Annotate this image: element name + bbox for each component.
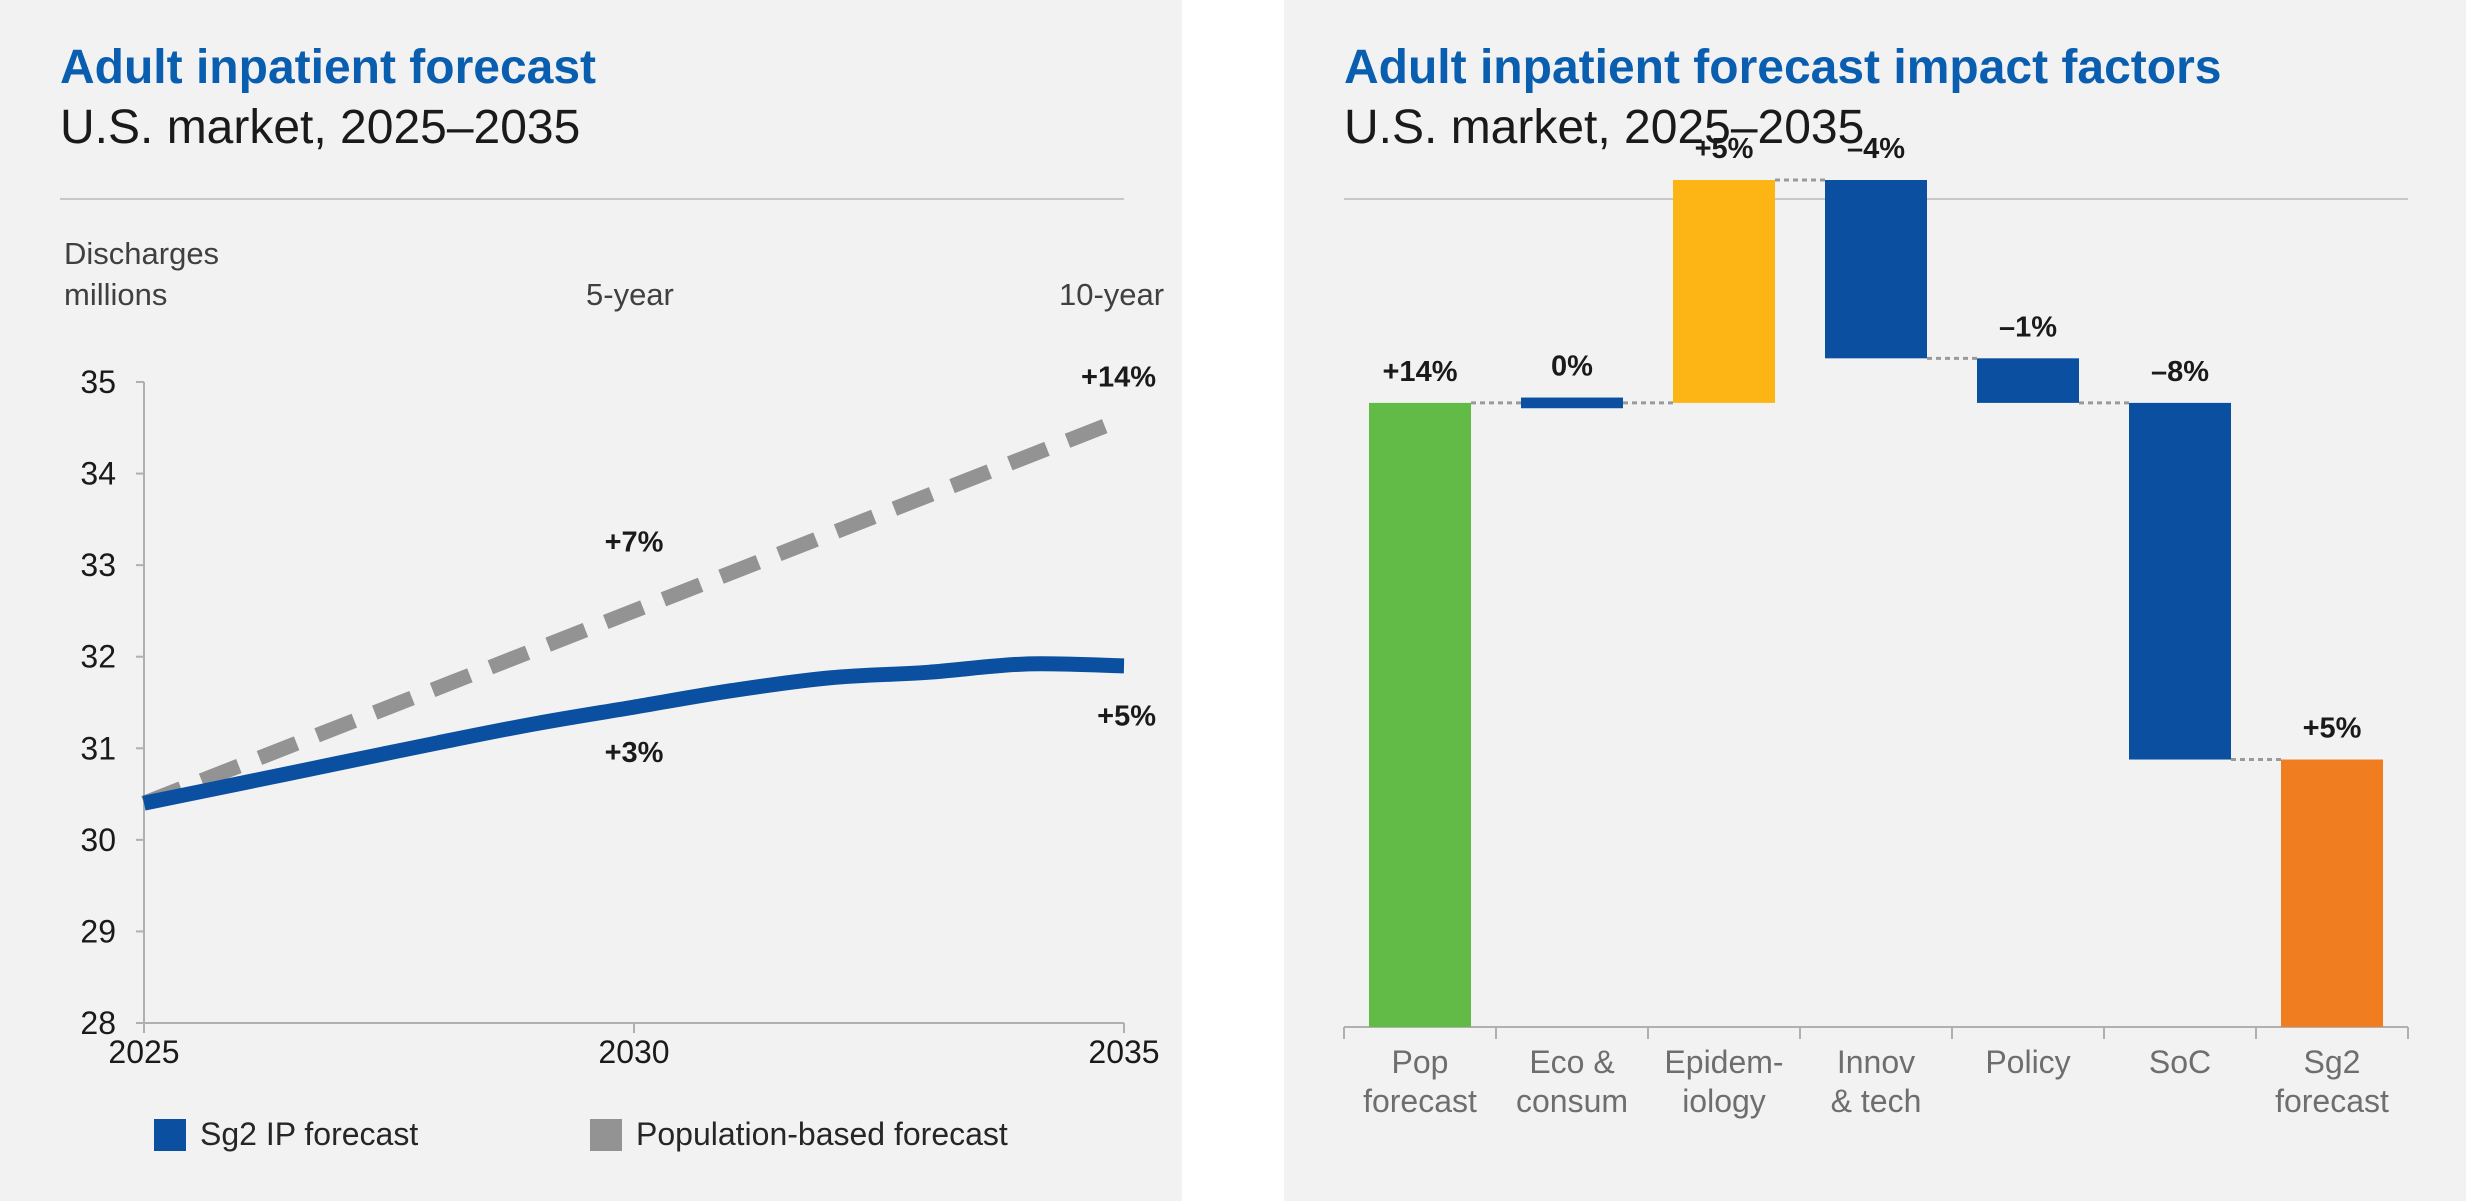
- horizon-10-year-label: 10-year: [1059, 277, 1165, 312]
- waterfall-value-label: –4%: [1847, 133, 1905, 165]
- legend-swatch-population: [590, 1118, 622, 1151]
- y-tick-label: 29: [80, 913, 116, 949]
- waterfall-category-label: Policy: [1985, 1044, 2070, 1080]
- waterfall-category-label: & tech: [1831, 1083, 1922, 1119]
- waterfall-category-label: forecast: [1363, 1083, 1477, 1119]
- y-tick-label: 35: [80, 364, 116, 400]
- waterfall-category-label: SoC: [2149, 1044, 2211, 1080]
- growth-annotation: +5%: [1097, 700, 1156, 732]
- left-divider: [60, 198, 1124, 200]
- x-tick-label: 2035: [1088, 1034, 1159, 1070]
- series-line-population-forecast: [141, 411, 1127, 811]
- y-axis-unit-line2: millions: [64, 277, 168, 312]
- waterfall-category-label: consum: [1516, 1083, 1628, 1119]
- x-tick-label: 2030: [598, 1034, 669, 1070]
- waterfall-category-label: Sg2: [2304, 1044, 2361, 1080]
- waterfall-category-label: Epidem-: [1664, 1044, 1783, 1080]
- waterfall-bar: [1673, 180, 1775, 403]
- waterfall-bar: [1521, 397, 1623, 409]
- legend-swatch-sg2: [154, 1118, 186, 1151]
- line-chart-subtitle: U.S. market, 2025–2035: [60, 101, 581, 154]
- x-tick-label: 2025: [108, 1034, 179, 1070]
- y-tick-label: 28: [80, 1005, 116, 1041]
- waterfall-bar: [2129, 402, 2231, 760]
- waterfall-value-label: –8%: [2151, 356, 2209, 388]
- waterfall-value-label: +5%: [1695, 133, 1754, 165]
- legend-label-population: Population-based forecast: [636, 1116, 1008, 1152]
- line-chart-title: Adult inpatient forecast: [60, 41, 597, 94]
- waterfall-category-label: Innov: [1837, 1044, 1915, 1080]
- waterfall-value-label: –1%: [1999, 311, 2057, 343]
- waterfall-value-label: +14%: [1383, 356, 1458, 388]
- y-axis-unit-line1: Discharges: [64, 236, 220, 271]
- waterfall-bar: [1825, 180, 1927, 359]
- y-tick-label: 30: [80, 822, 116, 858]
- waterfall-bar: [2281, 759, 2383, 1027]
- y-tick-label: 34: [80, 456, 116, 492]
- waterfall-category-label: Pop: [1392, 1044, 1449, 1080]
- legend-item-population: Population-based forecast: [590, 1116, 1008, 1153]
- waterfall-category-label: forecast: [2275, 1083, 2389, 1119]
- legend-item-sg2: Sg2 IP forecast: [154, 1116, 418, 1153]
- legend-label-sg2: Sg2 IP forecast: [200, 1116, 419, 1152]
- growth-annotation: +7%: [605, 526, 664, 558]
- y-tick-label: 33: [80, 547, 116, 583]
- waterfall-bar: [1977, 358, 2079, 403]
- waterfall-value-label: +5%: [2303, 713, 2362, 745]
- y-tick-label: 32: [80, 639, 116, 675]
- waterfall-category-label: iology: [1682, 1083, 1766, 1119]
- y-tick-label: 31: [80, 730, 116, 766]
- left-panel: Adult inpatient forecast U.S. market, 20…: [0, 0, 1182, 1201]
- waterfall-value-label: 0%: [1551, 351, 1593, 383]
- waterfall-bar: [1369, 402, 1471, 1027]
- series-line-sg2-forecast: [142, 656, 1125, 811]
- waterfall-chart-title: Adult inpatient forecast impact factors: [1344, 41, 2222, 94]
- horizon-5-year-label: 5-year: [586, 277, 674, 312]
- waterfall-category-label: Eco &: [1529, 1044, 1614, 1080]
- growth-annotation: +14%: [1081, 362, 1156, 394]
- waterfall-chart-subtitle: U.S. market, 2025–2035: [1344, 101, 1865, 154]
- growth-annotation: +3%: [605, 737, 664, 769]
